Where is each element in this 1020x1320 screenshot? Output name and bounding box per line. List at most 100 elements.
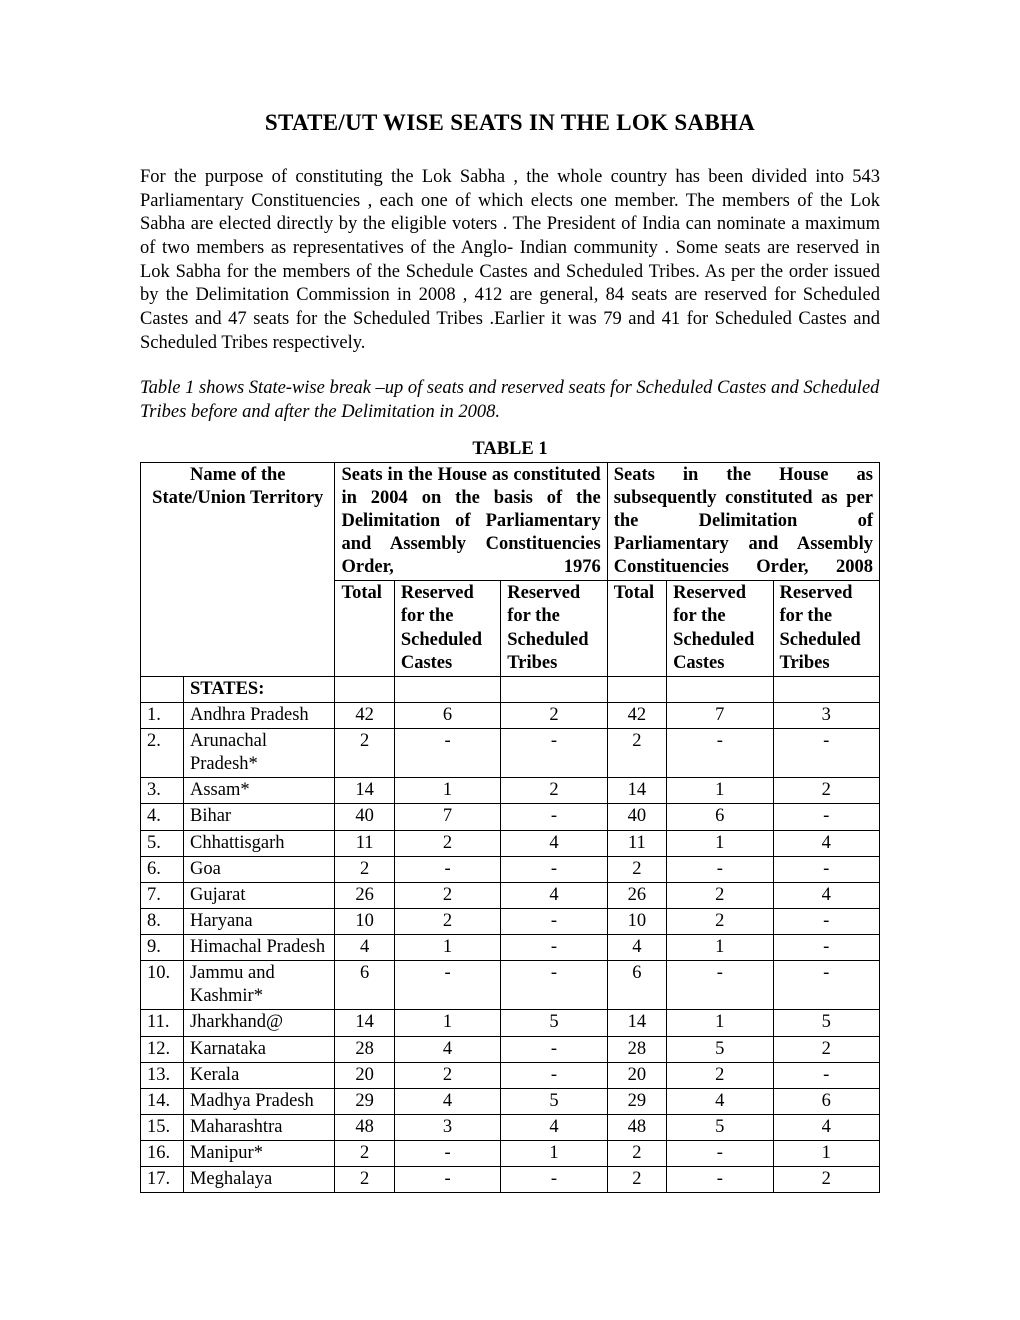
- cell-total-2008: 6: [607, 961, 666, 1010]
- cell-state-name: Kerala: [183, 1062, 334, 1088]
- cell-state-name: Andhra Pradesh: [183, 702, 334, 728]
- cell-sc-1976: -: [394, 856, 500, 882]
- table-row: 13.Kerala202-202-: [141, 1062, 880, 1088]
- cell-sc-1976: 4: [394, 1088, 500, 1114]
- cell-sn: 14.: [141, 1088, 184, 1114]
- table-row: 12.Karnataka284-2852: [141, 1036, 880, 1062]
- section-blank: [607, 676, 666, 702]
- cell-total-2008: 2: [607, 1167, 666, 1193]
- cell-total-1976: 29: [335, 1088, 394, 1114]
- cell-total-1976: 42: [335, 702, 394, 728]
- cell-total-1976: 48: [335, 1114, 394, 1140]
- cell-total-1976: 11: [335, 830, 394, 856]
- cell-total-1976: 2: [335, 729, 394, 778]
- cell-st-2008: -: [773, 1062, 880, 1088]
- cell-sn: 17.: [141, 1167, 184, 1193]
- cell-sn: 4.: [141, 804, 184, 830]
- table-label: TABLE 1: [140, 439, 880, 460]
- cell-total-1976: 2: [335, 856, 394, 882]
- seats-table: Name of the State/Union Territory Seats …: [140, 462, 880, 1194]
- cell-state-name: Haryana: [183, 908, 334, 934]
- cell-sn: 10.: [141, 961, 184, 1010]
- page-title: STATE/UT WISE SEATS IN THE LOK SABHA: [140, 110, 880, 136]
- section-blank: [667, 676, 773, 702]
- table-row: 1.Andhra Pradesh42624273: [141, 702, 880, 728]
- hdr-group-1976-text: Seats in the House as constituted in 200…: [341, 464, 600, 580]
- cell-sn: 16.: [141, 1141, 184, 1167]
- section-sn-blank: [141, 676, 184, 702]
- section-blank: [773, 676, 880, 702]
- cell-st-1976: -: [501, 729, 607, 778]
- cell-st-1976: -: [501, 1167, 607, 1193]
- cell-sn: 8.: [141, 908, 184, 934]
- cell-st-1976: 4: [501, 830, 607, 856]
- document-page: STATE/UT WISE SEATS IN THE LOK SABHA For…: [0, 0, 1020, 1320]
- cell-sc-2008: 4: [667, 1088, 773, 1114]
- cell-sc-2008: -: [667, 1141, 773, 1167]
- cell-total-2008: 20: [607, 1062, 666, 1088]
- table-row: 7.Gujarat26242624: [141, 882, 880, 908]
- section-label: STATES:: [183, 676, 334, 702]
- cell-total-1976: 20: [335, 1062, 394, 1088]
- cell-st-2008: -: [773, 804, 880, 830]
- hdr-total-2: Total: [607, 581, 666, 677]
- table-head: Name of the State/Union Territory Seats …: [141, 462, 880, 676]
- section-row-states: STATES:: [141, 676, 880, 702]
- cell-sc-2008: 1: [667, 830, 773, 856]
- table-row: 8.Haryana102-102-: [141, 908, 880, 934]
- table-row: 15.Maharashtra48344854: [141, 1114, 880, 1140]
- cell-total-2008: 48: [607, 1114, 666, 1140]
- cell-total-1976: 14: [335, 778, 394, 804]
- cell-st-1976: 5: [501, 1088, 607, 1114]
- table-row: 14.Madhya Pradesh29452946: [141, 1088, 880, 1114]
- cell-sc-2008: 1: [667, 935, 773, 961]
- cell-total-1976: 40: [335, 804, 394, 830]
- cell-st-1976: 5: [501, 1010, 607, 1036]
- cell-st-2008: -: [773, 908, 880, 934]
- cell-sn: 2.: [141, 729, 184, 778]
- cell-st-2008: 6: [773, 1088, 880, 1114]
- cell-total-2008: 2: [607, 729, 666, 778]
- intro-paragraph: For the purpose of constituting the Lok …: [140, 166, 880, 355]
- cell-sc-1976: 3: [394, 1114, 500, 1140]
- cell-total-2008: 28: [607, 1036, 666, 1062]
- cell-sc-2008: 5: [667, 1114, 773, 1140]
- cell-st-2008: 5: [773, 1010, 880, 1036]
- cell-sc-1976: 1: [394, 778, 500, 804]
- table-row: 11.Jharkhand@14151415: [141, 1010, 880, 1036]
- table-row: 2.Arunachal Pradesh*2--2--: [141, 729, 880, 778]
- cell-total-1976: 14: [335, 1010, 394, 1036]
- cell-st-1976: -: [501, 1062, 607, 1088]
- cell-total-2008: 2: [607, 856, 666, 882]
- cell-sc-2008: 6: [667, 804, 773, 830]
- table-row: 17.Meghalaya2--2-2: [141, 1167, 880, 1193]
- cell-sc-2008: 1: [667, 778, 773, 804]
- cell-st-1976: -: [501, 908, 607, 934]
- cell-sc-1976: 2: [394, 882, 500, 908]
- cell-sn: 7.: [141, 882, 184, 908]
- cell-sc-1976: -: [394, 1167, 500, 1193]
- cell-total-2008: 10: [607, 908, 666, 934]
- cell-sc-2008: -: [667, 729, 773, 778]
- cell-state-name: Manipur*: [183, 1141, 334, 1167]
- cell-state-name: Assam*: [183, 778, 334, 804]
- cell-sc-1976: 1: [394, 935, 500, 961]
- cell-st-2008: -: [773, 935, 880, 961]
- cell-st-1976: -: [501, 935, 607, 961]
- cell-st-1976: 4: [501, 1114, 607, 1140]
- cell-st-2008: -: [773, 856, 880, 882]
- cell-st-2008: 4: [773, 882, 880, 908]
- cell-total-2008: 42: [607, 702, 666, 728]
- section-blank: [394, 676, 500, 702]
- cell-st-2008: 4: [773, 830, 880, 856]
- table-row: 6.Goa2--2--: [141, 856, 880, 882]
- table-row: 3.Assam*14121412: [141, 778, 880, 804]
- cell-sc-1976: -: [394, 961, 500, 1010]
- cell-st-1976: 1: [501, 1141, 607, 1167]
- cell-sn: 11.: [141, 1010, 184, 1036]
- cell-st-2008: -: [773, 729, 880, 778]
- cell-total-1976: 2: [335, 1167, 394, 1193]
- cell-total-2008: 4: [607, 935, 666, 961]
- cell-sn: 1.: [141, 702, 184, 728]
- cell-total-1976: 28: [335, 1036, 394, 1062]
